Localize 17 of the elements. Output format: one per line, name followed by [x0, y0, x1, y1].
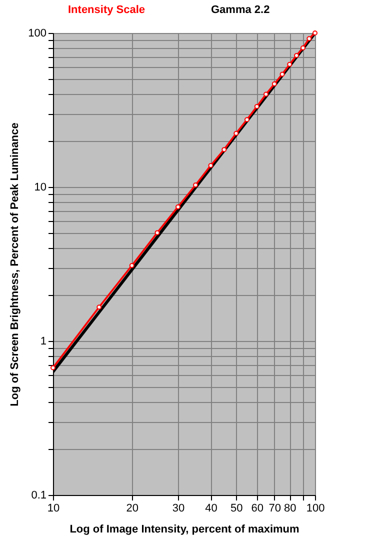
x-axis-title: Log of Image Intensity, percent of maximum — [70, 524, 300, 536]
y-tick-label: 10 — [34, 182, 46, 194]
text: Intensity Scale — [68, 4, 146, 16]
y-tick-label: 100 — [28, 28, 46, 40]
x-tick-label: 20 — [126, 502, 138, 514]
x-tick-label: 50 — [230, 502, 243, 514]
x-tick-label: 30 — [172, 502, 185, 514]
x-tick-label: 10 — [47, 502, 60, 514]
x-tick-label: 70 — [268, 502, 282, 514]
x-tick-label: 100 — [306, 502, 325, 514]
y-tick-label: 1 — [40, 336, 46, 348]
x-tick-label: 40 — [205, 502, 218, 514]
text: Gamma 2.2 — [211, 4, 270, 16]
y-tick-label: 0.1 — [31, 490, 46, 502]
x-tick-label: 60 — [251, 502, 264, 514]
x-tick-label: 80 — [284, 502, 296, 514]
y-axis-title: Log of Screen Brightness, Percent of Peak Luminance — [9, 122, 22, 406]
